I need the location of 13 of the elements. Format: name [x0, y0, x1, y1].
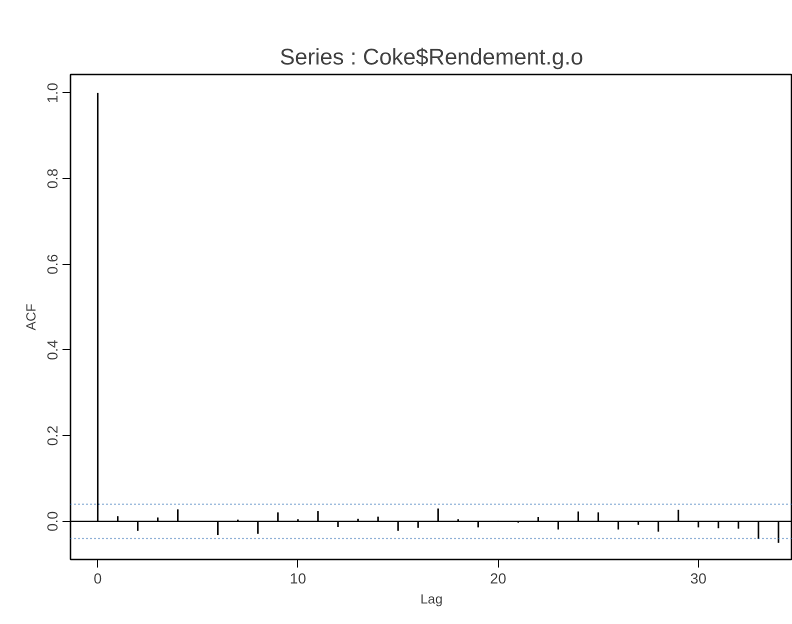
y-axis-title: ACF [24, 304, 38, 330]
x-axis-title: Lag [420, 592, 443, 606]
x-tick-label: 10 [290, 572, 306, 588]
y-tick-label: 1.0 [46, 82, 62, 104]
y-tick-label: 0.2 [46, 425, 62, 446]
y-tick-label: 0.4 [46, 340, 62, 360]
x-tick-label: 20 [490, 572, 506, 588]
y-tick-label: 0.6 [46, 254, 62, 274]
y-tick-label: 0.0 [46, 511, 62, 532]
x-tick-label: 0 [94, 572, 102, 588]
x-tick-label: 30 [690, 572, 707, 588]
y-tick-label: 0.8 [46, 168, 62, 189]
chart-title: Series : Coke$Rendement.g.o [280, 44, 584, 70]
